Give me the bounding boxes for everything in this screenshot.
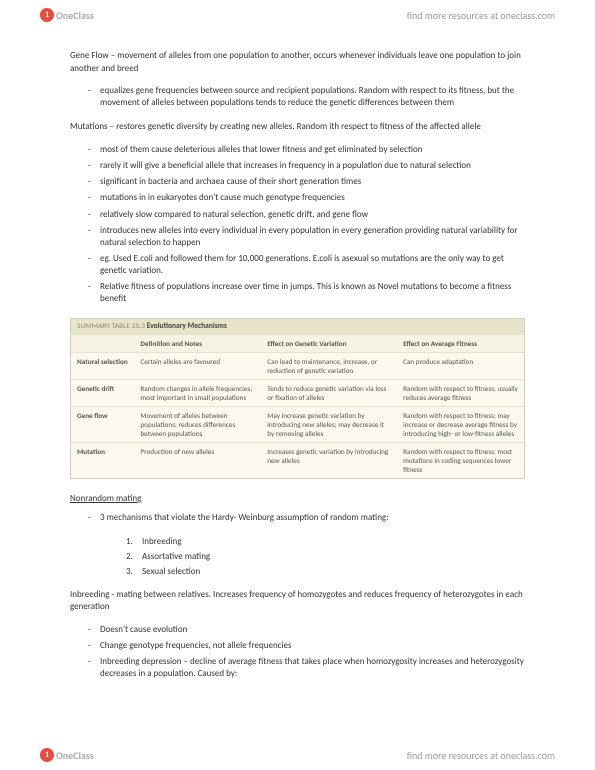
document-body: Gene Flow – movement of alleles from one… <box>0 0 595 732</box>
num-text: Sexual selection <box>142 566 200 577</box>
brand-name: OneClass <box>56 9 94 22</box>
row-def: Certain alleles are favoured <box>134 352 261 379</box>
table-row: Gene flow Movement of alleles between po… <box>71 406 524 442</box>
nonrandom-intro-list: 3 mechanisms that violate the Hardy- Wei… <box>70 512 525 524</box>
num-marker: 1. <box>126 536 133 548</box>
list-item: relatively slow compared to natural sele… <box>70 209 525 221</box>
brand-logo: 1 OneClass <box>40 8 94 22</box>
num-marker: 2. <box>126 551 133 563</box>
list-item: 3 mechanisms that violate the Hardy- Wei… <box>70 512 525 524</box>
list-item: Inbreeding depression – decline of avera… <box>70 656 525 680</box>
list-item: 1. Inbreeding <box>70 536 525 548</box>
list-item: Relative fitness of populations increase… <box>70 281 525 305</box>
geneflow-heading: Gene Flow – movement of alleles from one… <box>70 50 525 75</box>
page-header: 1 OneClass find more resources at onecla… <box>0 0 595 30</box>
geneflow-bullets: equalizes gene frequencies between sourc… <box>70 85 525 109</box>
row-fit: Random with respect to fitness; usually … <box>397 379 524 406</box>
caption-title: Evolutionary Mechanisms <box>147 322 227 331</box>
caption-prefix: SUMMARY TABLE 25.3 <box>77 322 145 331</box>
col-blank <box>71 334 134 352</box>
list-item: mutations in in eukaryotes don't cause m… <box>70 192 525 204</box>
brand-logo-footer: 1 OneClass <box>40 748 94 762</box>
table-header-row: Definition and Notes Effect on Genetic V… <box>71 334 524 352</box>
table-caption: SUMMARY TABLE 25.3 Evolutionary Mechanis… <box>71 319 524 334</box>
num-marker: 3. <box>126 566 133 578</box>
nonrandom-heading: Nonrandom mating <box>70 493 525 504</box>
nonrandom-numbered: 1. Inbreeding 2. Assortative mating 3. Sexu… <box>70 536 525 578</box>
inbreeding-bullets: Doesn't cause evolution Change genotype … <box>70 624 525 681</box>
brand-name: OneClass <box>56 749 94 762</box>
row-var: May increase genetic variation by introd… <box>261 406 397 442</box>
row-name: Natural selection <box>71 352 134 379</box>
col-effect-fitness: Effect on Average Fitness <box>397 334 524 352</box>
row-name: Mutation <box>71 442 134 478</box>
list-item: rarely it will give a beneficial allele … <box>70 160 525 172</box>
mutations-heading: Mutations – restores genetic diversity b… <box>70 121 525 134</box>
table-row: Genetic drift Random changes in allele f… <box>71 379 524 406</box>
row-var: Tends to reduce genetic variation via lo… <box>261 379 397 406</box>
list-item: most of them cause deleterious alleles t… <box>70 144 525 156</box>
list-item: 3. Sexual selection <box>70 566 525 578</box>
list-item: Change genotype frequencies, not allele … <box>70 640 525 652</box>
row-fit: Can produce adaptation <box>397 352 524 379</box>
row-fit: Random with respect to fitness; may incr… <box>397 406 524 442</box>
logo-icon: 1 <box>40 748 54 762</box>
table-row: Natural selection Certain alleles are fa… <box>71 352 524 379</box>
page-footer: 1 OneClass find more resources at onecla… <box>0 740 595 770</box>
footer-tagline: find more resources at oneclass.com <box>407 749 555 762</box>
list-item: Doesn't cause evolution <box>70 624 525 636</box>
list-item: introduces new alleles into every indivi… <box>70 225 525 249</box>
logo-icon: 1 <box>40 8 54 22</box>
row-fit: Random with respect to fitness; most mut… <box>397 442 524 478</box>
list-item: 2. Assortative mating <box>70 551 525 563</box>
num-text: Inbreeding <box>142 536 181 547</box>
row-name: Genetic drift <box>71 379 134 406</box>
row-def: Random changes in allele frequencies; mo… <box>134 379 261 406</box>
list-item: significant in bacteria and archaea caus… <box>70 176 525 188</box>
row-name: Gene flow <box>71 406 134 442</box>
row-def: Production of new alleles <box>134 442 261 478</box>
inbreeding-heading: Inbreeding - mating between relatives. I… <box>70 589 525 614</box>
table-row: Mutation Production of new alleles Incre… <box>71 442 524 478</box>
list-item: equalizes gene frequencies between sourc… <box>70 85 525 109</box>
list-item: eg. Used E.coli and followed them for 10… <box>70 253 525 277</box>
header-tagline: find more resources at oneclass.com <box>407 9 555 22</box>
evolutionary-mechanisms-table: Definition and Notes Effect on Genetic V… <box>71 334 524 478</box>
mutations-bullets: most of them cause deleterious alleles t… <box>70 144 525 306</box>
summary-table: SUMMARY TABLE 25.3 Evolutionary Mechanis… <box>70 318 525 479</box>
row-var: Increases genetic variation by introduci… <box>261 442 397 478</box>
row-var: Can lead to maintenance, increase, or re… <box>261 352 397 379</box>
col-effect-variation: Effect on Genetic Variation <box>261 334 397 352</box>
col-definition: Definition and Notes <box>134 334 261 352</box>
row-def: Movement of alleles between populations;… <box>134 406 261 442</box>
num-text: Assortative mating <box>142 551 210 562</box>
